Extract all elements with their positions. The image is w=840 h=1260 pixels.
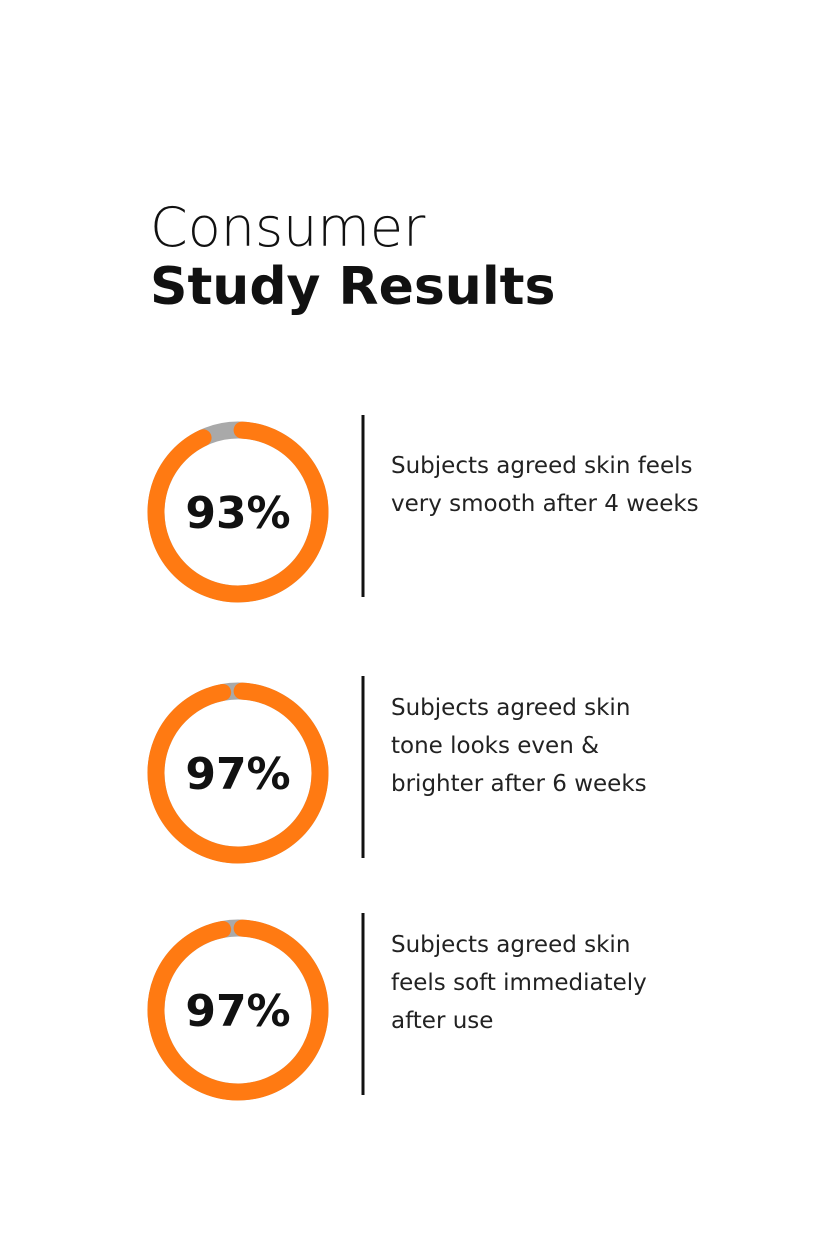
description-line: Subjects agreed skin	[391, 932, 630, 958]
description-line: brighter after 6 weeks	[391, 771, 647, 797]
description-line: after use	[391, 1008, 493, 1034]
description-line: Subjects agreed skin	[391, 695, 630, 721]
description-line: very smooth after 4 weeks	[391, 491, 699, 517]
title-light: Consumer	[150, 196, 426, 259]
title-bold: Study Results	[150, 257, 555, 317]
donut-arc	[147, 682, 329, 864]
description-line: Subjects agreed skin feels	[391, 453, 692, 479]
percent-label: 97%	[185, 749, 290, 800]
percent-label: 97%	[185, 986, 290, 1037]
donut-arc	[147, 421, 329, 603]
donut-arc	[147, 919, 329, 1101]
description-line: tone looks even &	[391, 733, 599, 759]
percent-label: 93%	[185, 488, 290, 539]
description-line: feels soft immediately	[391, 970, 647, 996]
